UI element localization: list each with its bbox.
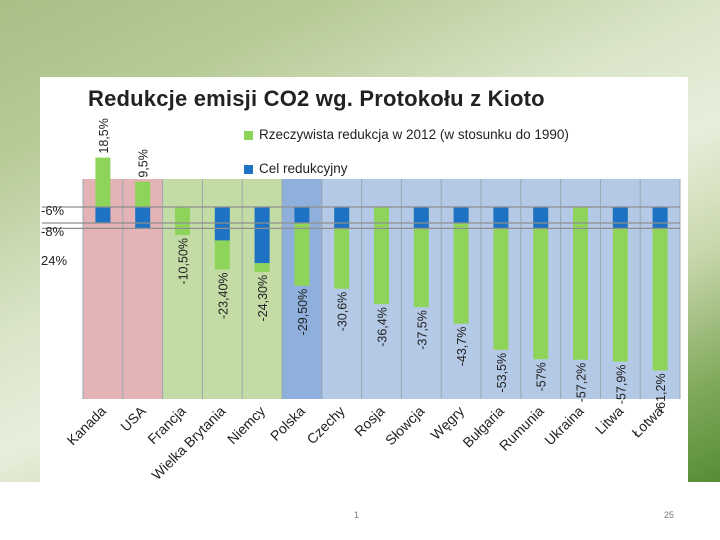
value-label-4: -24,30% (256, 275, 270, 322)
legend-actual: Rzeczywista redukcja w 2012 (w stosunku … (244, 127, 569, 142)
value-label-7: -36,4% (376, 307, 390, 347)
category-label-5: Polska (267, 403, 308, 444)
reference-label-0: -6% (41, 203, 65, 218)
legend-target: Cel redukcyjny (244, 161, 348, 176)
actual-bar-11 (533, 207, 549, 360)
actual-bar-12 (573, 207, 588, 360)
value-label-13: -57,9% (614, 365, 628, 405)
target-bar-4 (254, 207, 270, 264)
actual-bar-0 (95, 157, 111, 207)
actual-bar-9 (453, 207, 469, 324)
actual-bar-7 (374, 207, 389, 305)
reference-label-1: -8% (41, 224, 65, 239)
actual-bar-8 (413, 207, 429, 308)
legend-target-swatch (244, 164, 253, 174)
legend-target-label: Cel redukcyjny (259, 161, 348, 176)
value-label-3: -23,40% (216, 272, 230, 319)
target-bar-8 (413, 207, 429, 229)
value-label-8: -37,5% (415, 310, 429, 350)
value-label-14: -61,2% (654, 373, 668, 413)
category-label-12: Ukraina (541, 403, 587, 449)
actual-bar-13 (612, 207, 628, 362)
actual-bar-2 (175, 207, 190, 236)
value-label-2: -10,50% (177, 238, 191, 285)
reference-label-2: 24% (41, 253, 67, 268)
value-label-0: 18,5% (97, 118, 111, 153)
slide-page-number: 25 (664, 510, 675, 520)
value-label-5: -29,50% (296, 289, 310, 336)
value-label-10: -53,5% (495, 353, 509, 393)
target-bar-3 (214, 207, 230, 241)
category-label-11: Rumunia (496, 403, 547, 454)
category-label-1: USA (117, 402, 149, 434)
target-bar-1 (135, 207, 151, 229)
value-label-12: -57,2% (575, 363, 589, 403)
value-label-1: 9,5% (137, 149, 151, 178)
target-bar-9 (453, 207, 469, 224)
value-label-11: -57% (535, 362, 549, 391)
target-bar-0 (95, 207, 111, 224)
value-label-6: -30,6% (336, 292, 350, 332)
target-bar-5 (294, 207, 310, 224)
category-label-7: Rosja (351, 403, 388, 440)
target-bar-13 (612, 207, 628, 229)
target-bar-6 (334, 207, 350, 229)
value-label-9: -43,7% (455, 327, 469, 367)
category-label-4: Niemcy (224, 403, 268, 447)
actual-bar-10 (493, 207, 509, 350)
actual-bar-14 (652, 207, 668, 371)
slide-bottom-area (0, 482, 720, 540)
actual-bar-1 (135, 181, 151, 207)
footer-left-number: 1 (354, 510, 360, 520)
legend-actual-label: Rzeczywista redukcja w 2012 (w stosunku … (259, 127, 569, 142)
category-label-13: Litwa (592, 403, 627, 438)
target-bar-11 (533, 207, 549, 229)
chart-title: Redukcje emisji CO2 wg. Protokołu z Kiot… (88, 86, 545, 111)
actual-bar-5 (294, 207, 310, 286)
category-label-6: Czechy (303, 403, 347, 447)
legend-actual-swatch (244, 130, 253, 140)
category-label-0: Kanada (64, 403, 110, 449)
target-bar-14 (652, 207, 668, 229)
category-label-3: Wielka Brytania (148, 403, 228, 483)
target-bar-10 (493, 207, 509, 229)
category-label-8: Słowcja (382, 403, 428, 449)
